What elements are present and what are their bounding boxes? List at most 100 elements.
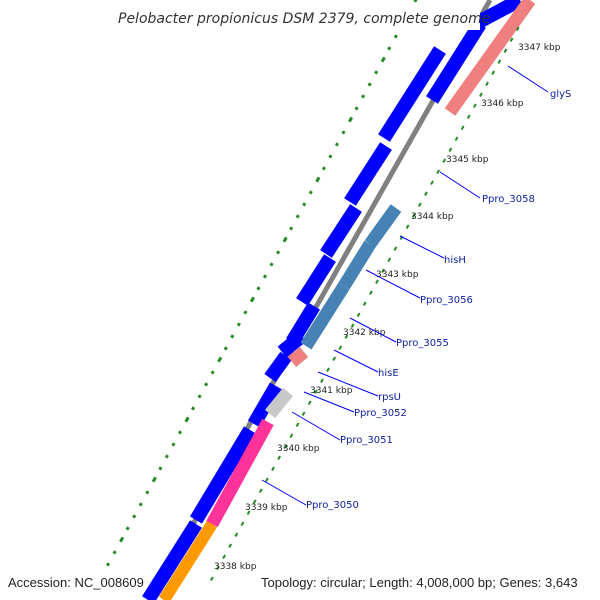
gc-dot [328,154,333,159]
gene-label-ppro_3058[interactable]: Ppro_3058 [482,194,535,205]
tick-label: 3344 kbp [411,212,454,222]
gene-label-hise[interactable]: hisE [378,368,399,379]
gc-dot [191,406,196,411]
feature-hish [364,204,402,248]
tick-dash [277,455,282,460]
tick-dash [381,268,385,273]
gc-dot [217,356,223,363]
gene-label-ppro_3051[interactable]: Ppro_3051 [340,435,393,446]
gc-dot [171,442,176,447]
feature-ppro_3051 [264,387,294,419]
tick-label: 3338 kbp [214,562,257,572]
gene-label-glys[interactable]: glyS [550,89,571,100]
gene-label-rpsu[interactable]: rpsU [378,392,401,403]
gc-dot [269,262,274,267]
gc-dot [230,334,235,339]
tick-label: 3343 kbp [376,270,419,280]
accession-label: Accession: NC_008609 [8,575,144,590]
gc-dot [321,166,326,171]
gc-dot [374,70,379,75]
gc-dot [243,310,248,315]
tick-label: 3340 kbp [277,444,320,454]
feature-hise [287,347,309,367]
gc-dot [158,466,163,471]
gc-dot [223,346,228,351]
orange-feature [158,520,218,600]
tick-dash [301,411,306,416]
tick-dash [466,114,471,119]
gc-dot [282,236,288,243]
gc-dot [295,214,300,219]
tick-dash [216,565,220,570]
tick-dash [497,59,502,65]
gc-content-dots [106,0,419,567]
tick-dash [313,389,318,394]
cds-segment [344,142,392,206]
feature-track [158,0,536,600]
gc-dot [151,476,157,483]
gc-dot [367,82,372,87]
gc-dot [334,142,339,147]
tick-dash [417,202,422,208]
tick-dash [448,147,453,152]
tick-dash [436,169,441,175]
cds-segment [247,382,283,428]
gc-dot [361,94,366,99]
tick-dash [460,125,465,130]
gc-dot [276,250,281,255]
topology-label: Topology: circular; Length: 4,008,000 bp… [261,575,578,590]
tick-dash [442,158,447,163]
gc-dot [177,430,183,435]
tick-dash [252,499,257,504]
tick-dash [424,191,428,197]
tick-label: 3345 kbp [446,155,489,165]
gc-dot [184,416,190,423]
label-leader-line [261,479,307,506]
tick-dash [387,257,392,263]
gene-label-ppro_3052[interactable]: Ppro_3052 [354,408,407,419]
tick-dash [295,422,300,428]
label-leader-line [317,371,379,397]
tick-label: 3346 kbp [481,99,524,109]
tick-dash [369,290,373,295]
gc-dot [106,562,111,567]
gene-label-hish[interactable]: hisH [444,255,466,266]
cds-segment [320,204,362,258]
tick-label: 3339 kbp [245,503,288,513]
tick-dash [362,301,367,307]
label-leader-line [507,65,549,93]
tick-dash [326,367,330,373]
tick-dash [228,543,233,548]
feature-ppro_3056 [338,240,376,290]
gc-dot [341,130,346,135]
page-title: Pelobacter propionicus DSM 2379, complet… [118,11,490,27]
tick-label: 3341 kbp [310,386,353,396]
tick-dash [283,444,288,450]
gene-label-ppro_3055[interactable]: Ppro_3055 [396,338,449,349]
tick-dash [271,466,275,472]
tick-dash [509,37,514,43]
tick-dash [485,81,489,87]
gc-dot [347,116,354,123]
tick-dash [307,400,312,406]
gc-dot [236,322,241,327]
tick-dash [491,70,496,76]
gc-dot [315,176,321,183]
gc-dot [204,382,209,387]
tick-dash [454,136,459,141]
label-leader-line [439,171,481,199]
gene-label-ppro_3056[interactable]: Ppro_3056 [420,295,473,306]
tick-dash [222,554,226,559]
gc-dot [262,274,268,279]
label-leader-line [291,411,341,441]
gene-label-ppro_3050[interactable]: Ppro_3050 [306,500,359,511]
label-leader-line [349,317,397,343]
cds-segment [378,46,446,142]
tick-dash [240,521,245,526]
tick-dash [338,345,343,351]
gc-dot [413,0,419,3]
tick-dash [344,334,349,340]
tick-dash [472,103,477,108]
gc-dot [112,550,117,555]
